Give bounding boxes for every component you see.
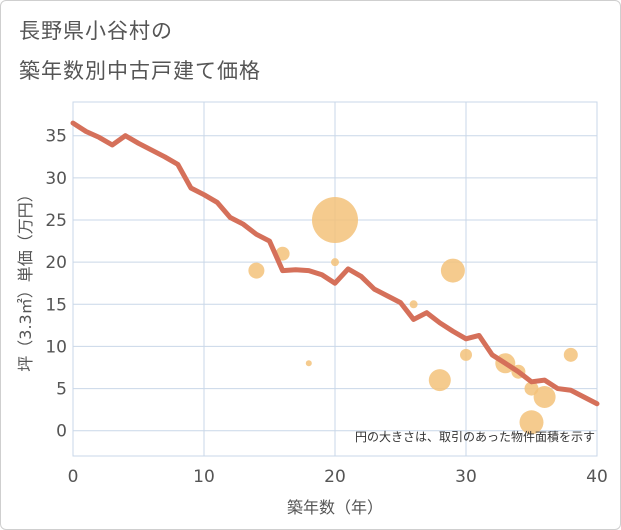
bubble-point xyxy=(460,348,472,361)
bubble-point xyxy=(331,258,339,267)
y-tick-label: 0 xyxy=(56,422,67,442)
x-tick-label: 0 xyxy=(68,467,79,487)
bubble-point xyxy=(409,300,418,309)
bubble-point xyxy=(312,197,358,243)
y-axis-title: 坪（3.3㎡）単価（万円） xyxy=(16,186,35,371)
x-tick-label: 30 xyxy=(455,467,477,487)
plot-area xyxy=(72,101,598,457)
bubble-point xyxy=(563,347,578,362)
bubble-point xyxy=(519,410,544,435)
bubble-point xyxy=(533,386,556,408)
x-axis-ticks: 0 10 20 30 40 xyxy=(68,467,608,487)
y-tick-label: 35 xyxy=(45,127,67,147)
trend-line xyxy=(70,120,600,407)
y-tick-label: 5 xyxy=(56,380,67,400)
x-axis-title: 築年数（年） xyxy=(287,498,383,517)
y-tick-label: 25 xyxy=(45,211,67,231)
bubble-point xyxy=(305,360,312,367)
chart-title-line2: 築年数別中古戸建て価格 xyxy=(19,59,261,83)
bubble-size-note: 円の大きさは、取引のあった物件面積を示す xyxy=(355,429,595,444)
bubble-point xyxy=(440,258,465,283)
bubble-point xyxy=(428,369,451,392)
gridlines xyxy=(72,102,598,456)
y-tick-label: 15 xyxy=(45,295,67,315)
x-tick-label: 20 xyxy=(324,467,346,487)
y-tick-label: 30 xyxy=(45,169,67,189)
chart-title-line1: 長野県小谷村の xyxy=(19,19,173,43)
y-tick-label: 10 xyxy=(45,337,67,357)
y-tick-label: 20 xyxy=(45,253,67,273)
y-axis-ticks: 0 5 10 15 20 25 30 35 xyxy=(45,127,67,442)
x-tick-label: 10 xyxy=(193,467,215,487)
x-tick-label: 40 xyxy=(586,467,608,487)
bubble-point xyxy=(248,262,265,279)
bubble-layer xyxy=(248,197,578,435)
